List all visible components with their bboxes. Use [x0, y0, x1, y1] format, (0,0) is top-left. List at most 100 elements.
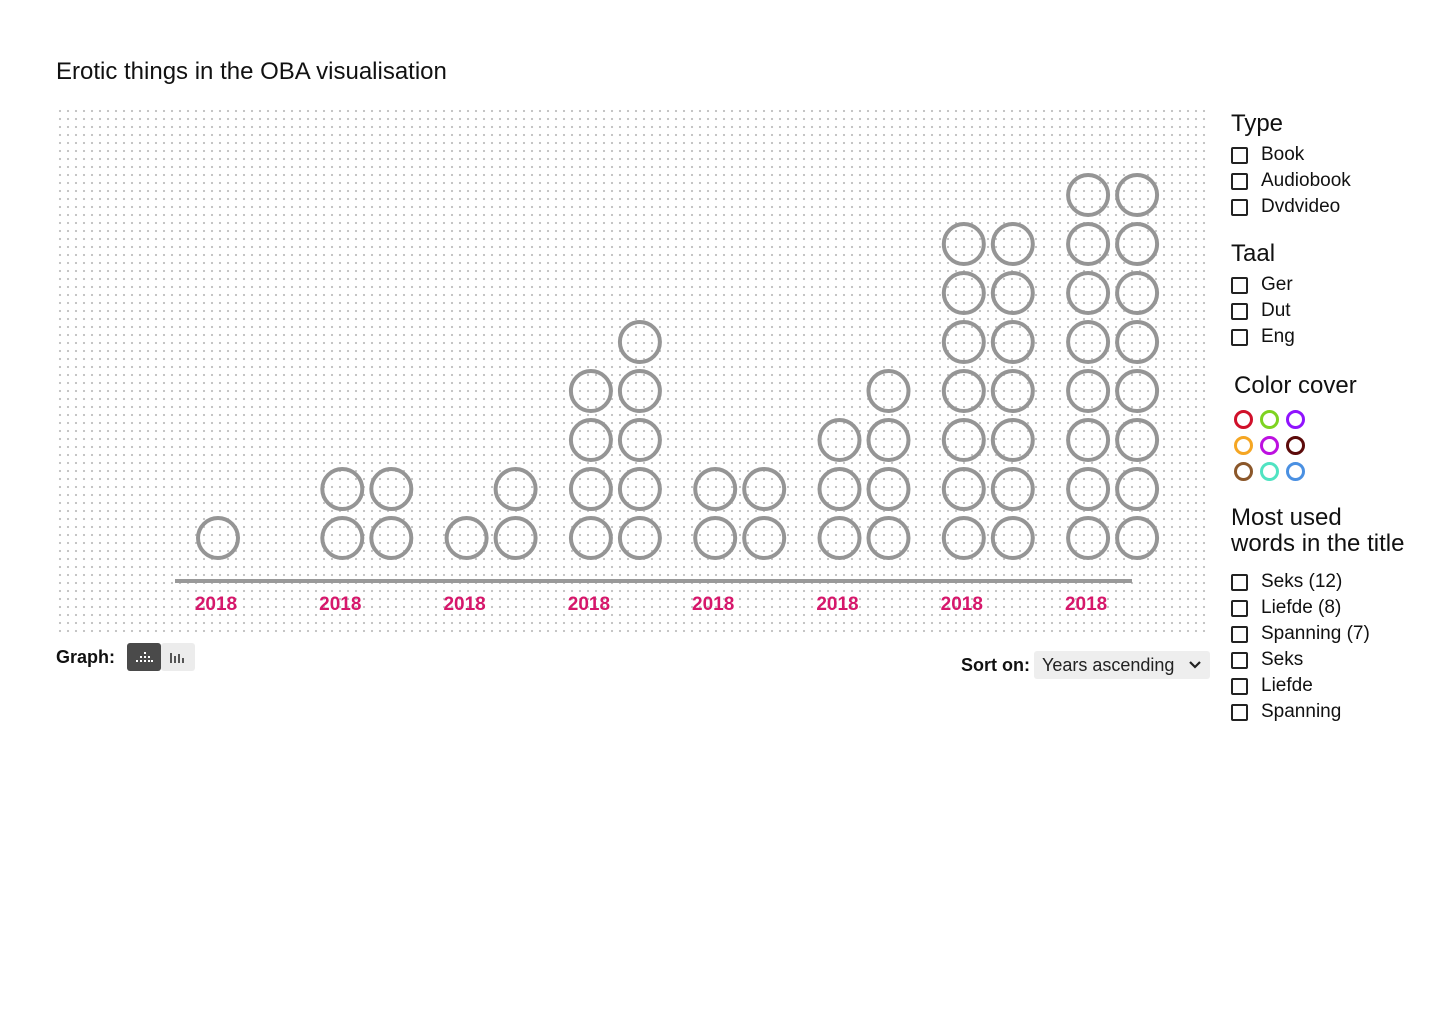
data-point[interactable] [990, 320, 1035, 364]
data-point[interactable] [1066, 173, 1111, 217]
filter-option-spanning[interactable]: Spanning [1231, 699, 1436, 725]
data-point[interactable] [941, 222, 986, 266]
checkbox[interactable] [1231, 599, 1248, 617]
sort-select[interactable]: Years ascending [1034, 651, 1210, 679]
checkbox[interactable] [1231, 651, 1248, 669]
data-point[interactable] [617, 369, 662, 413]
data-point[interactable] [990, 516, 1035, 560]
graph-mode-bar-chart-button[interactable] [161, 643, 196, 671]
filter-option-spanning-7[interactable]: Spanning (7) [1231, 621, 1436, 647]
data-point[interactable] [1115, 467, 1160, 511]
data-point[interactable] [493, 516, 538, 560]
filter-option-audiobook[interactable]: Audiobook [1231, 168, 1436, 194]
data-point[interactable] [941, 516, 986, 560]
data-point[interactable] [369, 467, 414, 511]
filter-option-liefde[interactable]: Liefde [1231, 673, 1436, 699]
data-point[interactable] [941, 467, 986, 511]
filter-option-seks[interactable]: Seks [1231, 647, 1436, 673]
filter-option-book[interactable]: Book [1231, 142, 1436, 168]
data-point[interactable] [617, 418, 662, 462]
data-point[interactable] [1115, 369, 1160, 413]
filter-option-label: Seks (12) [1261, 571, 1343, 592]
data-point[interactable] [990, 222, 1035, 266]
data-point[interactable] [866, 516, 911, 560]
data-point[interactable] [1066, 271, 1111, 315]
color-swatch[interactable] [1286, 436, 1305, 455]
data-point[interactable] [568, 369, 613, 413]
graph-mode-dot-plot-button[interactable] [127, 643, 162, 671]
color-swatch[interactable] [1260, 462, 1279, 481]
data-point[interactable] [941, 369, 986, 413]
color-swatch[interactable] [1286, 410, 1305, 429]
data-point[interactable] [1066, 369, 1111, 413]
data-point[interactable] [866, 369, 911, 413]
data-point[interactable] [693, 467, 738, 511]
checkbox[interactable] [1231, 573, 1248, 591]
data-point[interactable] [742, 467, 787, 511]
data-point[interactable] [866, 418, 911, 462]
data-point[interactable] [1115, 516, 1160, 560]
data-point[interactable] [693, 516, 738, 560]
data-point[interactable] [1115, 271, 1160, 315]
filter-option-liefde-8[interactable]: Liefde (8) [1231, 595, 1436, 621]
checkbox[interactable] [1231, 172, 1248, 190]
checkbox[interactable] [1231, 328, 1248, 346]
data-point[interactable] [617, 516, 662, 560]
data-point[interactable] [1115, 418, 1160, 462]
data-point[interactable] [1115, 222, 1160, 266]
data-point[interactable] [941, 271, 986, 315]
data-point[interactable] [742, 516, 787, 560]
data-point[interactable] [1066, 467, 1111, 511]
checkbox[interactable] [1231, 276, 1248, 294]
data-point[interactable] [1066, 516, 1111, 560]
filter-option-label: Liefde [1261, 675, 1313, 696]
data-point[interactable] [568, 418, 613, 462]
data-point[interactable] [369, 516, 414, 560]
data-point[interactable] [617, 320, 662, 364]
data-point[interactable] [196, 516, 240, 560]
data-point[interactable] [493, 467, 538, 511]
data-point[interactable] [617, 467, 662, 511]
checkbox[interactable] [1231, 703, 1248, 721]
checkbox[interactable] [1231, 146, 1248, 164]
data-point[interactable] [817, 467, 862, 511]
x-tick-label: 2018 [941, 594, 983, 615]
data-point[interactable] [1066, 418, 1111, 462]
filter-option-ger[interactable]: Ger [1231, 272, 1436, 298]
data-point[interactable] [1066, 222, 1111, 266]
filter-option-eng[interactable]: Eng [1231, 324, 1436, 350]
x-tick-label: 2018 [443, 594, 485, 615]
data-point[interactable] [320, 516, 365, 560]
checkbox[interactable] [1231, 302, 1248, 320]
filter-option-dvdvideo[interactable]: Dvdvideo [1231, 194, 1436, 220]
data-point[interactable] [817, 418, 862, 462]
data-point[interactable] [320, 467, 365, 511]
color-swatch[interactable] [1260, 410, 1279, 429]
color-swatch[interactable] [1286, 462, 1305, 481]
data-point[interactable] [990, 467, 1035, 511]
data-point[interactable] [1066, 320, 1111, 364]
data-point[interactable] [866, 467, 911, 511]
filter-option-label: Liefde (8) [1261, 597, 1342, 618]
color-swatch[interactable] [1234, 462, 1253, 481]
checkbox[interactable] [1231, 625, 1248, 643]
data-point[interactable] [568, 516, 613, 560]
color-swatch[interactable] [1234, 410, 1253, 429]
data-point[interactable] [568, 467, 613, 511]
data-point[interactable] [990, 418, 1035, 462]
data-point[interactable] [817, 516, 862, 560]
filter-option-dut[interactable]: Dut [1231, 298, 1436, 324]
data-point[interactable] [941, 320, 986, 364]
filter-option-seks-12[interactable]: Seks (12) [1231, 569, 1436, 595]
color-swatch[interactable] [1234, 436, 1253, 455]
filter-option-label: Dvdvideo [1261, 196, 1341, 217]
checkbox[interactable] [1231, 198, 1248, 216]
data-point[interactable] [444, 516, 489, 560]
data-point[interactable] [941, 418, 986, 462]
color-swatch[interactable] [1260, 436, 1279, 455]
data-point[interactable] [990, 369, 1035, 413]
data-point[interactable] [990, 271, 1035, 315]
checkbox[interactable] [1231, 677, 1248, 695]
data-point[interactable] [1115, 173, 1160, 217]
data-point[interactable] [1115, 320, 1160, 364]
